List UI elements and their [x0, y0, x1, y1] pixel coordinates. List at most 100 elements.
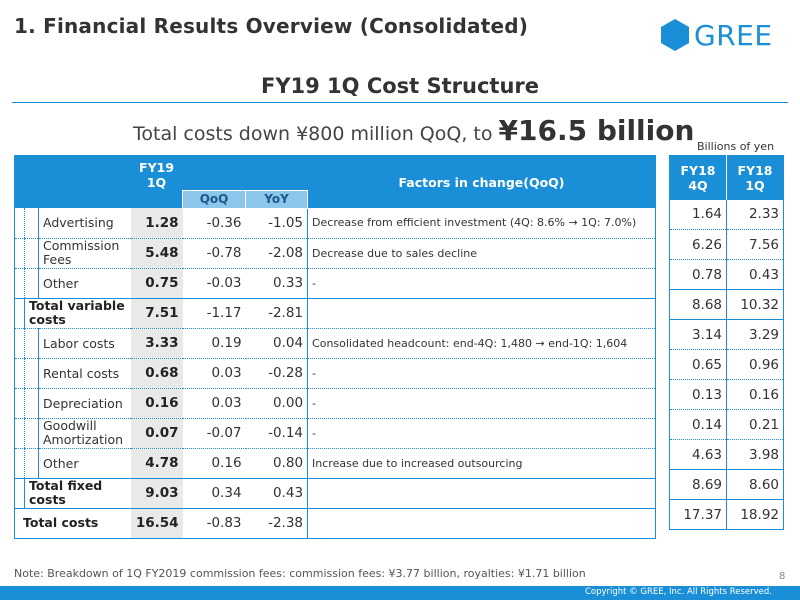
- row-factor: -: [307, 268, 656, 299]
- header-fy18-4q-text: FY18 4Q: [680, 162, 716, 193]
- side-row: 0.14 0.21: [669, 409, 784, 440]
- side-value-4q: 0.14: [669, 409, 727, 440]
- side-value-1q: 3.29: [726, 319, 784, 350]
- side-row: 3.14 3.29: [669, 319, 784, 350]
- side-value-1q: 18.92: [726, 499, 784, 530]
- row-label: Labor costs: [37, 328, 131, 359]
- row-label: Other: [37, 268, 131, 299]
- total-variable-row: Total variable costs 7.51 -1.17 -2.81: [14, 297, 656, 329]
- side-row: 0.65 0.96: [669, 349, 784, 380]
- side-value-4q: 4.63: [669, 439, 727, 470]
- headline: Total costs down ¥800 million QoQ, to ¥16…: [133, 114, 694, 147]
- row-yoy: -0.28: [245, 358, 308, 389]
- side-value-1q: 2.33: [726, 199, 784, 230]
- row-label: Advertising: [37, 208, 131, 239]
- total-costs-row: Total costs 16.54 -0.83 -2.38: [14, 507, 656, 539]
- header-blank-2: [182, 155, 308, 190]
- row-yoy: 0.43: [245, 477, 308, 509]
- row-yoy: -2.81: [245, 297, 308, 329]
- header-fy18-4q: FY18 4Q: [669, 155, 727, 200]
- side-value-1q: 8.60: [726, 469, 784, 500]
- header-current-text: FY19 1Q: [139, 160, 175, 190]
- row-qoq: 0.16: [182, 448, 246, 479]
- row-factor: -: [307, 358, 656, 389]
- row-qoq: -0.83: [182, 507, 246, 539]
- unit-label: Billions of yen: [697, 140, 775, 153]
- row-qoq: 0.03: [182, 358, 246, 389]
- row-qoq: 0.34: [182, 477, 246, 509]
- row-value: 0.75: [130, 268, 183, 299]
- row-label: Depreciation: [37, 388, 131, 419]
- row-value: 0.16: [130, 388, 183, 419]
- side-value-4q: 8.69: [669, 469, 727, 500]
- row-value: 0.68: [130, 358, 183, 389]
- side-value-1q: 0.96: [726, 349, 784, 380]
- side-value-1q: 0.16: [726, 379, 784, 410]
- row-factor: [307, 297, 656, 329]
- side-value-1q: 3.98: [726, 439, 784, 470]
- table-row: Rental costs 0.68 0.03 -0.28 -: [14, 358, 656, 389]
- side-value-4q: 0.13: [669, 379, 727, 410]
- hexagon-logo-icon: [661, 19, 689, 51]
- copyright: Copyright © GREE, Inc. All Rights Reserv…: [584, 587, 772, 597]
- header-fy18-1q: FY18 1Q: [726, 155, 784, 200]
- row-yoy: 0.00: [245, 388, 308, 419]
- header-current-cont: [130, 190, 183, 208]
- row-label: Total fixed costs: [23, 477, 131, 509]
- row-value: 16.54: [130, 507, 183, 539]
- side-value-4q: 3.14: [669, 319, 727, 350]
- side-row: 1.64 2.33: [669, 199, 784, 230]
- side-row: 0.13 0.16: [669, 379, 784, 410]
- side-value-4q: 8.68: [669, 289, 727, 320]
- row-yoy: 0.80: [245, 448, 308, 479]
- row-label: Total costs: [14, 507, 131, 539]
- row-yoy: -1.05: [245, 208, 308, 239]
- row-label: Goodwill Amortization: [37, 418, 131, 449]
- table-row: Depreciation 0.16 0.03 0.00 -: [14, 388, 656, 419]
- row-qoq: 0.03: [182, 388, 246, 419]
- gree-logo: GREE: [660, 18, 780, 52]
- row-factor: -: [307, 418, 656, 449]
- side-row: 8.68 10.32: [669, 289, 784, 320]
- header-fy18-1q-text: FY18 1Q: [737, 162, 773, 193]
- row-yoy: -0.14: [245, 418, 308, 449]
- total-fixed-row: Total fixed costs 9.03 0.34 0.43: [14, 477, 656, 509]
- side-value-1q: 0.21: [726, 409, 784, 440]
- section-title: 1. Financial Results Overview (Consolida…: [14, 14, 529, 38]
- row-qoq: -1.17: [182, 297, 246, 329]
- side-value-1q: 7.56: [726, 229, 784, 260]
- row-yoy: -2.08: [245, 238, 308, 269]
- row-qoq: 0.19: [182, 328, 246, 359]
- row-label: Total variable costs: [23, 297, 131, 329]
- row-qoq: -0.07: [182, 418, 246, 449]
- header-blank: [14, 155, 131, 208]
- prior-period-table: FY18 4Q FY18 1Q 1.64 2.33 6.26 7.56 0.78 0.43…: [669, 155, 784, 530]
- footer-bar: Copyright © GREE, Inc. All Rights Reserv…: [0, 586, 800, 600]
- side-value-1q: 10.32: [726, 289, 784, 320]
- table-row: Goodwill Amortization 0.07 -0.07 -0.14 -: [14, 418, 656, 449]
- side-value-1q: 0.43: [726, 259, 784, 290]
- cost-structure-table: FY19 1Q Factors in change(QoQ) QoQ YoY Ad…: [14, 155, 656, 539]
- header-factors: Factors in change(QoQ): [307, 155, 656, 208]
- slide-title: FY19 1Q Cost Structure: [260, 74, 540, 98]
- row-value: 4.78: [130, 448, 183, 479]
- row-label: Other: [37, 448, 131, 479]
- row-qoq: -0.78: [182, 238, 246, 269]
- headline-highlight: ¥16.5 billion: [498, 114, 695, 147]
- row-yoy: 0.04: [245, 328, 308, 359]
- row-value: 9.03: [130, 477, 183, 509]
- row-factor: [307, 507, 656, 539]
- row-factor: Consolidated headcount: end-4Q: 1,480 → …: [307, 328, 656, 359]
- row-yoy: -2.38: [245, 507, 308, 539]
- table-row: Labor costs 3.33 0.19 0.04 Consolidated …: [14, 328, 656, 359]
- row-value: 0.07: [130, 418, 183, 449]
- row-value: 7.51: [130, 297, 183, 329]
- header-qoq: QoQ: [182, 189, 247, 209]
- row-qoq: -0.03: [182, 268, 246, 299]
- side-value-4q: 0.78: [669, 259, 727, 290]
- side-row: 6.26 7.56: [669, 229, 784, 260]
- row-label: Commission Fees: [37, 238, 131, 269]
- side-value-4q: 17.37: [669, 499, 727, 530]
- row-yoy: 0.33: [245, 268, 308, 299]
- header-current-period: FY19 1Q: [130, 155, 183, 190]
